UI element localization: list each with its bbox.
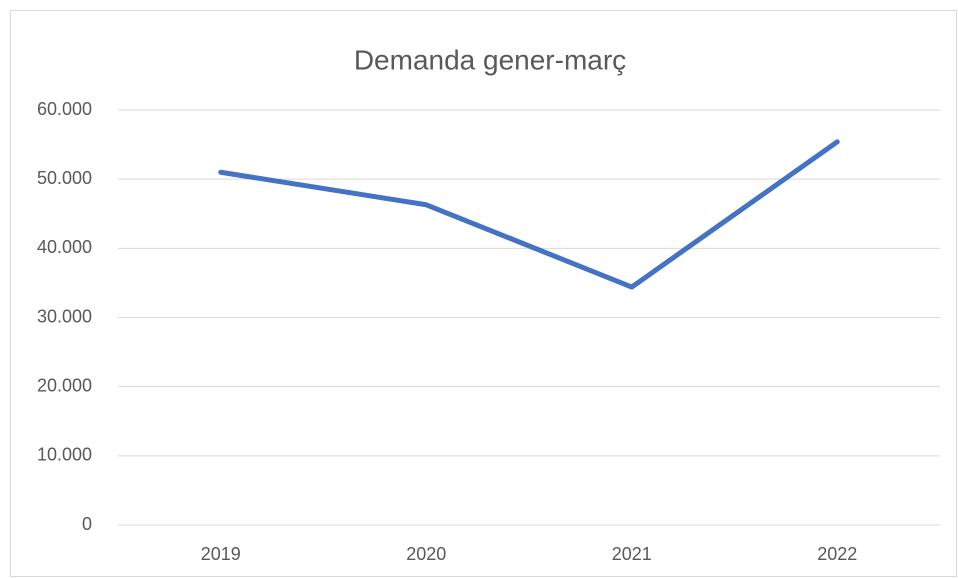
x-tick-label: 2021	[612, 544, 652, 564]
x-tick-label: 2022	[817, 544, 857, 564]
line-series	[218, 139, 840, 290]
y-tick-label: 10.000	[37, 445, 92, 465]
y-tick-label: 20.000	[37, 375, 92, 395]
chart-title: Demanda gener-març	[354, 44, 626, 75]
y-tick-label: 50.000	[37, 168, 92, 188]
y-tick-label: 60.000	[37, 99, 92, 119]
y-tick-label: 0	[82, 514, 92, 534]
chart-border	[10, 10, 957, 577]
x-tick-label: 2019	[201, 544, 241, 564]
y-tick-label: 30.000	[37, 306, 92, 326]
y-tick-label: 40.000	[37, 237, 92, 257]
x-tick-label: 2020	[406, 544, 446, 564]
